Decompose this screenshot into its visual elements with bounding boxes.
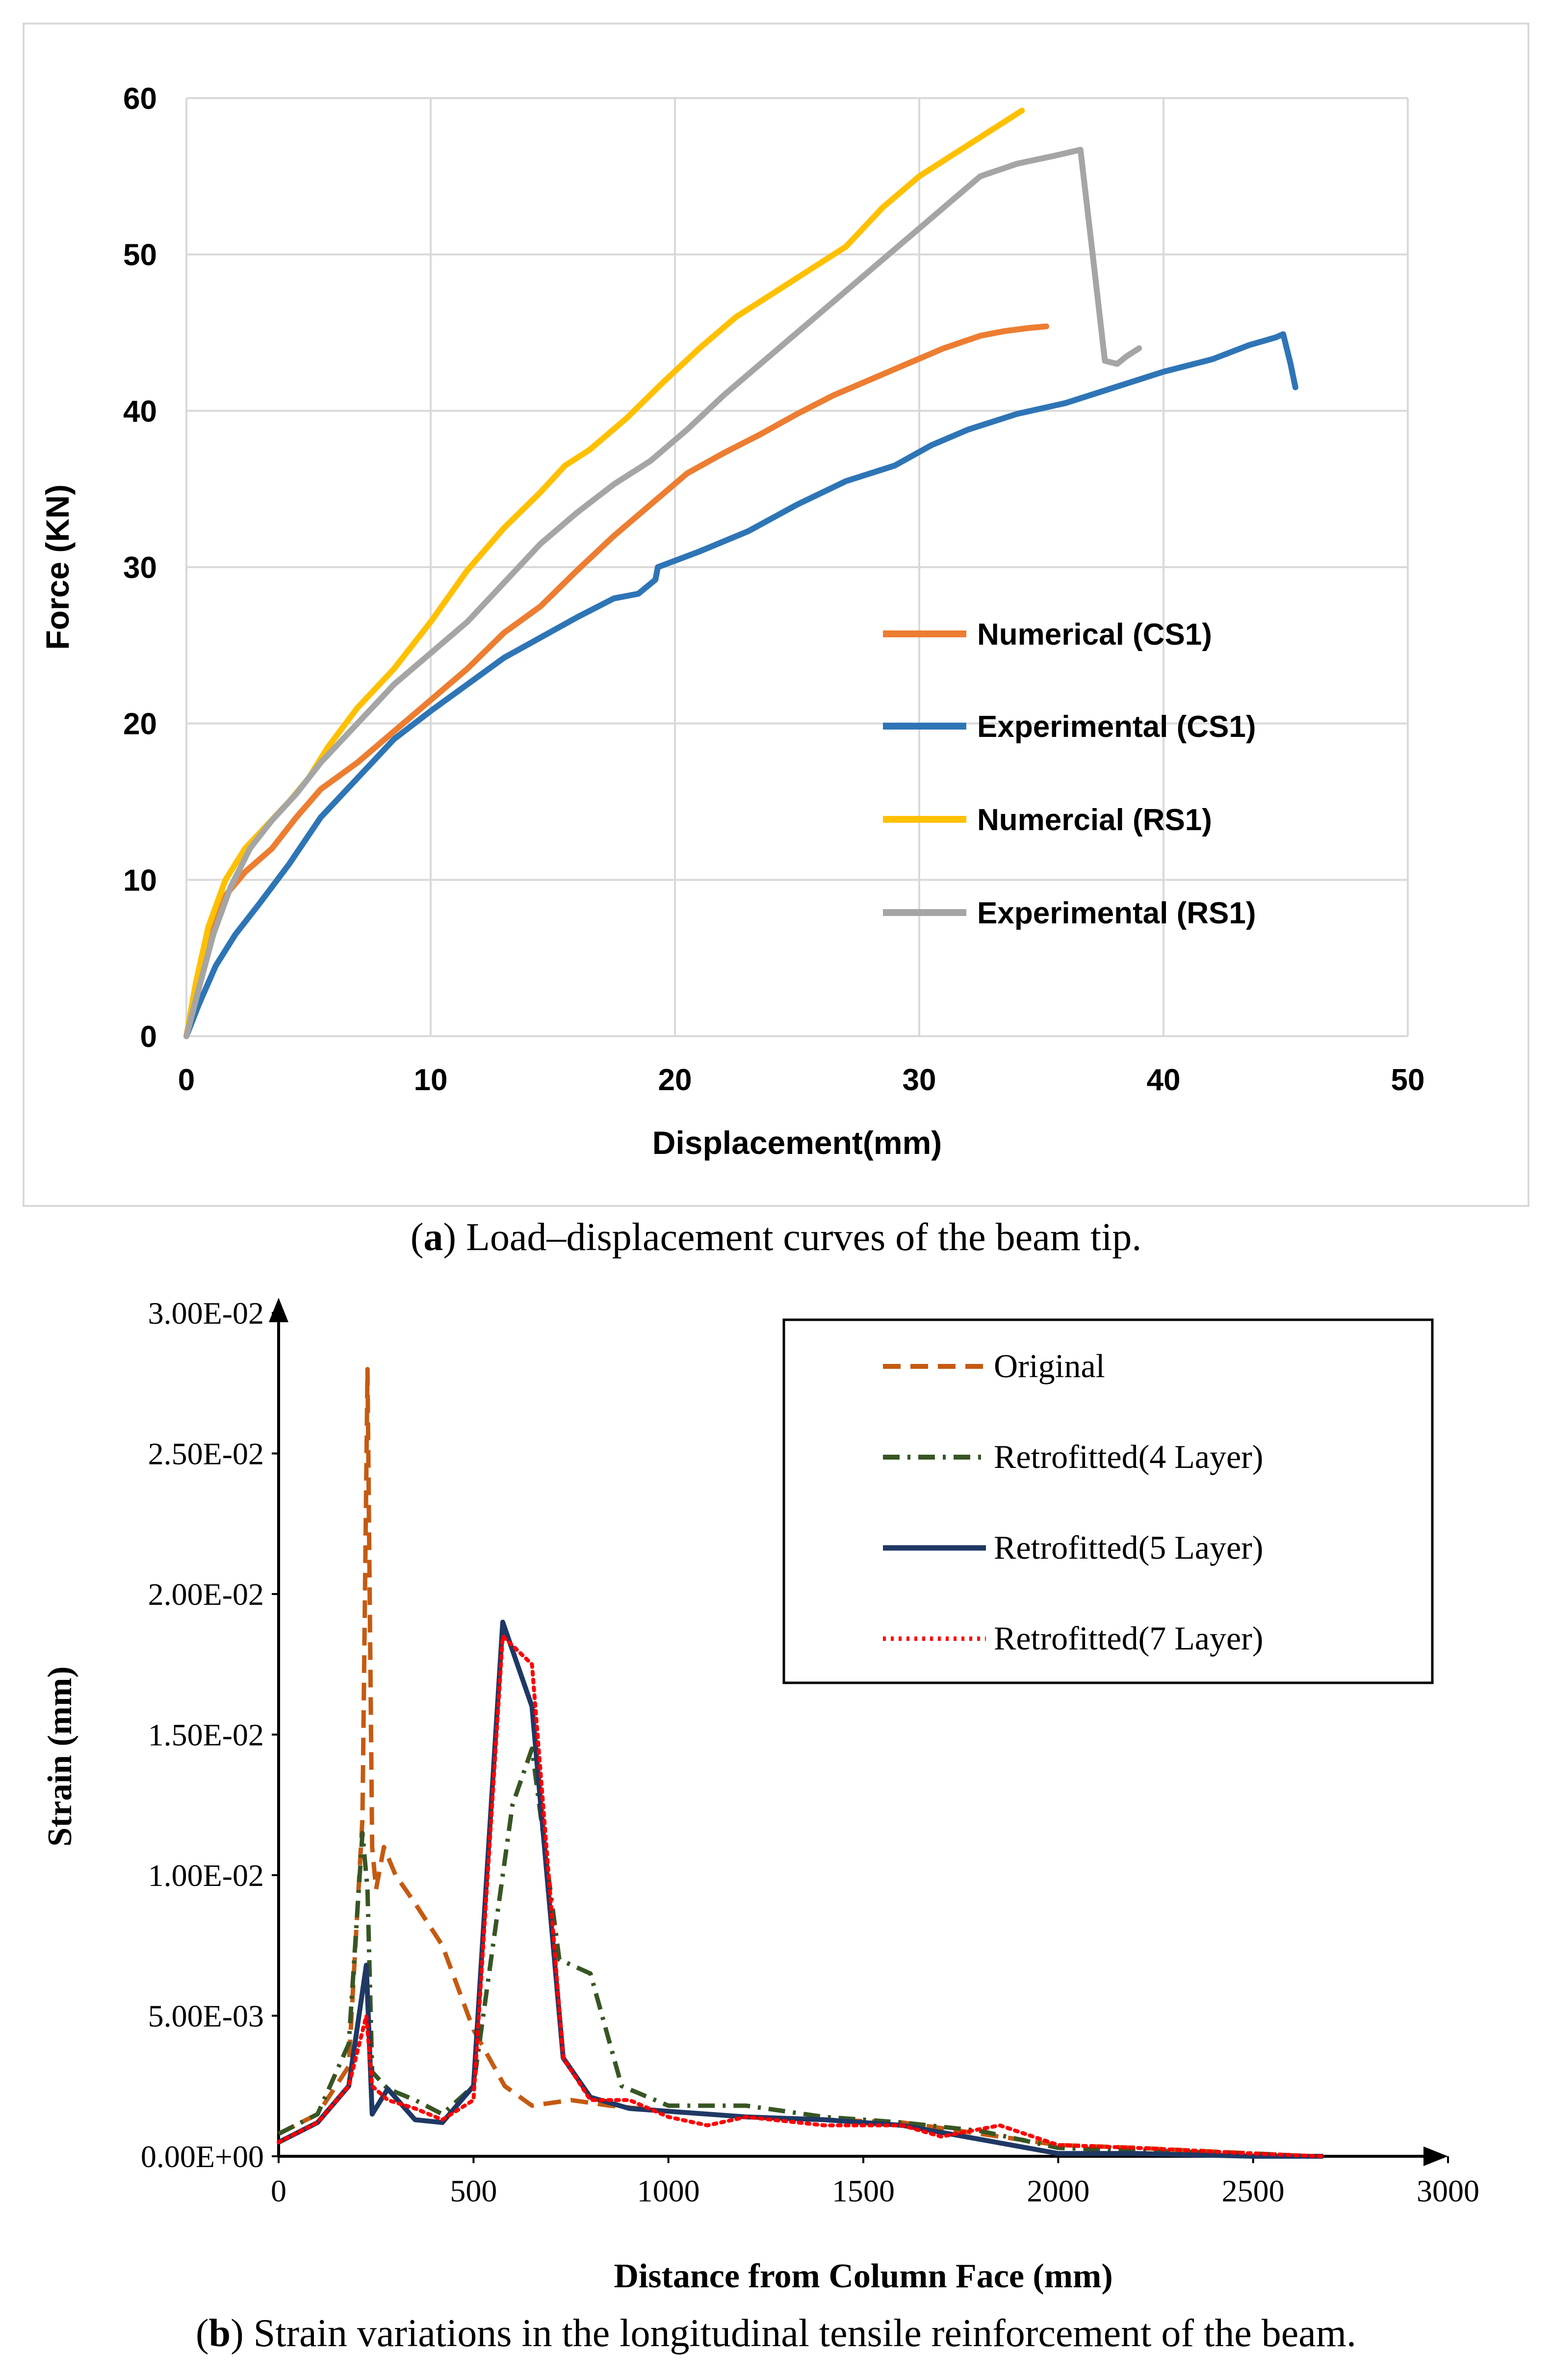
chart-b-x-tick-label: 3000 <box>1417 2173 1479 2208</box>
chart-b-y-axis-arrow <box>269 1298 288 1322</box>
chart-a-y-tick-label: 10 <box>123 863 157 897</box>
chart-a-legend-label-1: Experimental (CS1) <box>977 710 1256 744</box>
caption-a-prefix: ( <box>411 1216 424 1259</box>
caption-b: (b) Strain variations in the longitudina… <box>196 2312 1356 2355</box>
chart-a-series-line-1 <box>183 331 1298 1039</box>
chart-b-x-tick-label: 1500 <box>832 2173 895 2208</box>
chart-a-legend-label-0: Numerical (CS1) <box>977 618 1212 652</box>
chart-a-series-line-0 <box>183 323 1049 1039</box>
chart-a-y-tick-label: 50 <box>123 238 157 272</box>
caption-a-letter: a <box>423 1216 443 1259</box>
chart-a-tick-labels: 0 10 20 30 40 50 60 0 10 20 30 40 50 <box>123 82 1424 1097</box>
caption-a-text: ) Load–displacement curves of the beam t… <box>443 1216 1141 1259</box>
chart-b-series-line-1 <box>277 1746 1312 2159</box>
chart-b-legend: Original Retrofitted(4 Layer) Retrofitted(… <box>782 1318 1434 1684</box>
chart-b-series <box>277 1367 1325 2159</box>
chart-a-frame <box>23 23 1529 1207</box>
chart-a-x-tick-label: 10 <box>414 1063 448 1097</box>
chart-a-x-tick-label: 20 <box>658 1063 692 1097</box>
chart-a-y-tick-label: 30 <box>123 551 157 585</box>
chart-b-legend-label-3: Retrofitted(7 Layer) <box>994 1620 1263 1657</box>
caption-b-text: ) Strain variations in the longitudinal … <box>231 2312 1356 2355</box>
chart-b-legend-label-0: Original <box>994 1347 1105 1385</box>
chart-b-y-tick-label: 0.00E+00 <box>141 2139 264 2174</box>
chart-b-legend-label-1: Retrofitted(4 Layer) <box>994 1438 1263 1475</box>
chart-b-x-tick-label: 1000 <box>637 2173 700 2208</box>
chart-a-legend-label-3: Experimental (RS1) <box>977 896 1256 930</box>
chart-a-y-tick-label: 60 <box>123 82 157 116</box>
caption-a: (a) Load–displacement curves of the beam… <box>411 1216 1142 1259</box>
chart-a-x-tick-label: 40 <box>1147 1063 1181 1097</box>
chart-b-y-tick-label: 3.00E-02 <box>148 1296 264 1331</box>
chart-a-x-tick-label: 30 <box>903 1063 936 1097</box>
chart-a-y-axis-label: Force (KN) <box>39 484 76 650</box>
chart-b-legend-box <box>782 1318 1434 1684</box>
chart-b-y-tick-label: 1.00E-02 <box>148 1858 264 1893</box>
chart-b-x-tick-label: 2500 <box>1222 2173 1285 2208</box>
chart-b-y-tick-label: 2.00E-02 <box>148 1577 264 1612</box>
chart-b-y-axis-label: Strain (mm) <box>41 1666 79 1846</box>
chart-b-x-tick-label: 500 <box>450 2173 497 2208</box>
chart-b-x-tick-label: 0 <box>271 2173 286 2208</box>
chart-b-legend-label-2: Retrofitted(5 Layer) <box>994 1529 1263 1566</box>
chart-b-y-tick-label: 1.50E-02 <box>148 1718 264 1752</box>
chart-b-x-tick-label: 2000 <box>1027 2173 1089 2208</box>
chart-b-x-axis-label: Distance from Column Face (mm) <box>614 2257 1112 2295</box>
panel-b-strain-chart: 0.00E+00 5.00E-03 1.00E-02 1.50E-02 2.00E-02… <box>41 1296 1479 2295</box>
chart-b-y-tick-label: 2.50E-02 <box>148 1437 264 1471</box>
chart-a-series-line-3 <box>183 147 1142 1039</box>
chart-b-series-line-2 <box>277 1620 1323 2159</box>
panel-a-load-displacement-chart: 0 10 20 30 40 50 60 0 10 20 30 40 50 Displacement(mm… <box>23 23 1529 1207</box>
chart-a-x-tick-label: 50 <box>1391 1063 1425 1097</box>
chart-a-y-tick-label: 0 <box>140 1020 157 1054</box>
chart-a-series <box>183 107 1298 1039</box>
caption-b-prefix: ( <box>196 2312 209 2355</box>
caption-b-letter: b <box>209 2312 231 2355</box>
chart-b-x-axis-arrow <box>1423 2146 1448 2166</box>
chart-a-legend: Numerical (CS1) Experimental (CS1) Numerci… <box>883 618 1256 930</box>
chart-a-y-tick-label: 20 <box>123 707 157 741</box>
chart-b-y-tick-label: 5.00E-03 <box>148 1999 264 2034</box>
chart-b-series-line-3 <box>277 1634 1325 2158</box>
chart-b-tick-labels: 0.00E+00 5.00E-03 1.00E-02 1.50E-02 2.00E-02… <box>141 1296 1479 2208</box>
chart-a-x-axis-label: Displacement(mm) <box>652 1125 942 1161</box>
chart-b-series-line-0 <box>277 1367 1312 2159</box>
chart-a-y-tick-label: 40 <box>123 394 157 428</box>
chart-a-legend-label-2: Numercial (RS1) <box>977 803 1212 837</box>
chart-a-x-tick-label: 0 <box>178 1063 195 1097</box>
